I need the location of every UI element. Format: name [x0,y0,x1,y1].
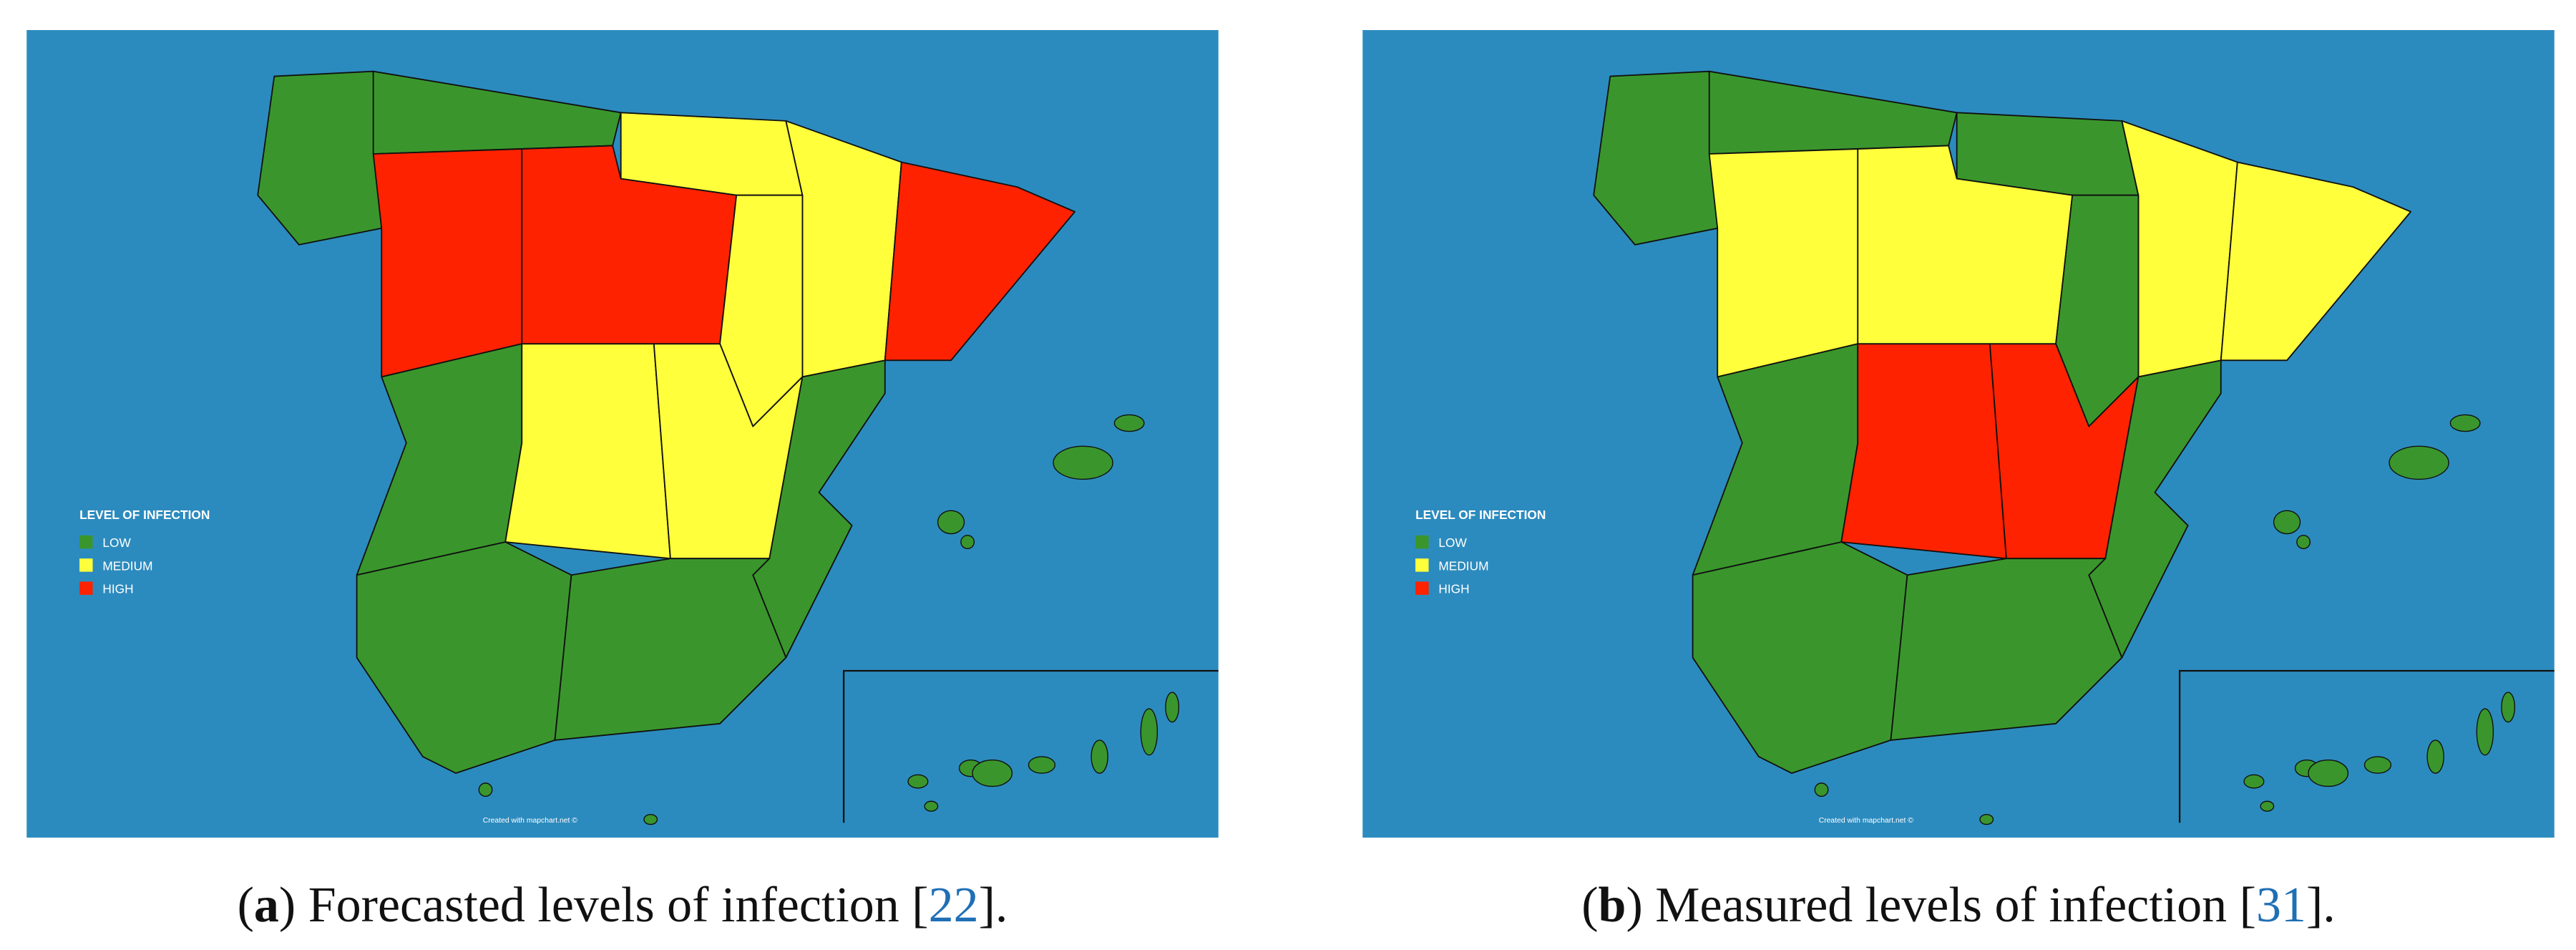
legend-label: MEDIUM [102,558,152,573]
province-region [785,120,902,378]
province-region [2220,161,2411,362]
province-region [356,541,572,774]
island [2426,740,2444,774]
island [2273,510,2301,535]
caption-text: ]. [2306,878,2336,933]
legend-swatch [1415,581,1429,595]
island [643,814,658,825]
province-region [554,558,787,741]
island [2501,692,2516,723]
legend-swatch [1415,535,1429,549]
caption-reference[interactable]: 31 [2255,878,2306,933]
island [1165,692,1180,723]
island [1979,814,1994,825]
caption-label: b [1598,878,1626,933]
caption: (b) Measured levels of infection [31]. [1362,877,2555,934]
province-region [257,70,383,246]
legend-label: MEDIUM [1438,558,1488,573]
legend-title: LEVEL OF INFECTION [1415,508,1546,522]
island [2260,800,2275,812]
caption-label: a [253,878,279,933]
island [937,510,965,535]
legend-title: LEVEL OF INFECTION [79,508,210,522]
legend-label: HIGH [1438,582,1469,596]
island [1091,740,1108,774]
caption-text: ( [237,878,254,933]
map-panel: LEVEL OF INFECTION LOW MEDIUM HIGH Created w… [1362,30,2555,838]
legend-label: HIGH [102,582,133,596]
province-region [884,161,1075,362]
caption-text: ) Measured levels of infection [ [1626,878,2256,933]
province-region [1708,148,1859,378]
island [2243,774,2265,789]
island [2308,759,2349,787]
island [1113,414,1145,432]
island [1028,756,1056,774]
legend-swatch [79,535,93,549]
province-region [504,343,671,560]
inset-frame [2178,669,2555,823]
island [960,535,975,550]
island [2389,445,2449,480]
island [2363,756,2392,774]
island [2449,414,2481,432]
legend-label: LOW [1438,535,1467,550]
legend-label: LOW [102,535,131,550]
province-region [2121,120,2238,378]
legend-swatch [79,581,93,595]
inset-frame [842,669,1219,823]
island [972,759,1013,787]
island [1053,445,1113,480]
legend-swatch [79,558,93,572]
legend-swatch [1415,558,1429,572]
caption-text: ) Forecasted levels of infection [ [278,878,929,933]
caption-reference[interactable]: 22 [928,878,979,933]
caption-text: ( [1581,878,1599,933]
credit: Created with mapchart.net © [1819,817,1914,825]
island [1814,782,1829,798]
province-region [1692,541,1908,774]
map-panel: LEVEL OF INFECTION LOW MEDIUM HIGH Created w… [26,30,1219,838]
caption: (a) Forecasted levels of infection [22]. [26,877,1219,934]
province-region [1840,343,2007,560]
province-region [1890,558,2123,741]
island [1140,708,1158,756]
province-region [372,148,523,378]
island [478,782,493,798]
caption-text: ]. [978,878,1008,933]
island [2296,535,2311,550]
island [924,800,939,812]
province-region [1593,70,1719,246]
credit: Created with mapchart.net © [483,817,578,825]
island [2476,708,2494,756]
island [907,774,929,789]
